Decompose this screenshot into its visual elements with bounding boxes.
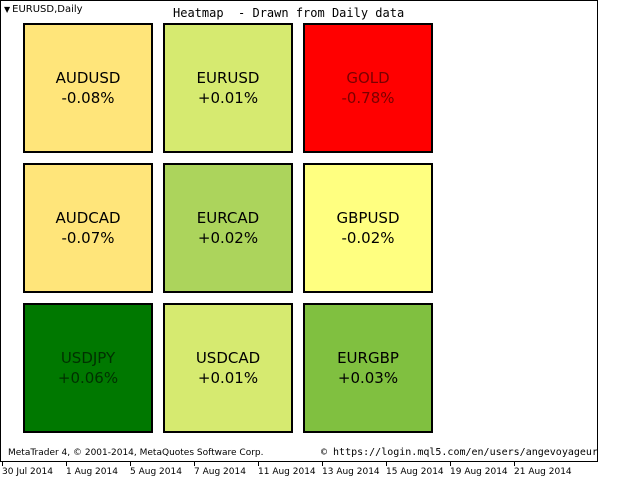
heatmap-tile[interactable]: GBPUSD -0.02% [303, 163, 433, 293]
heatmap-tile[interactable]: USDJPY +0.06% [23, 303, 153, 433]
heatmap-tile[interactable]: EURGBP +0.03% [303, 303, 433, 433]
author-link[interactable]: © https://login.mql5.com/en/users/angevo… [321, 447, 598, 458]
tile-symbol: USDJPY [60, 349, 116, 367]
time-axis-label: 7 Aug 2014 [194, 467, 246, 477]
time-tick [258, 462, 259, 466]
tile-symbol: USDCAD [195, 349, 261, 367]
heatmap-tile[interactable]: EURCAD +0.02% [163, 163, 293, 293]
time-axis-label: 15 Aug 2014 [386, 467, 444, 477]
heatmap-tile[interactable]: AUDUSD -0.08% [23, 23, 153, 153]
tile-change: -0.78% [341, 89, 395, 107]
copyright-text: MetaTrader 4, © 2001-2014, MetaQuotes So… [8, 448, 264, 458]
tile-change: +0.06% [57, 369, 119, 387]
time-axis-label: 1 Aug 2014 [66, 467, 118, 477]
time-axis-label: 19 Aug 2014 [450, 467, 508, 477]
tile-change: +0.01% [197, 89, 259, 107]
symbol-text: EURUSD,Daily [12, 4, 83, 15]
time-tick [2, 462, 3, 466]
chart-window[interactable]: ▼ EURUSD,Daily Heatmap - Drawn from Dail… [0, 0, 598, 462]
tile-symbol: AUDUSD [55, 69, 121, 87]
time-tick [322, 462, 323, 466]
time-axis-label: 30 Jul 2014 [2, 467, 53, 477]
time-axis-label: 21 Aug 2014 [514, 467, 572, 477]
triangle-down-icon: ▼ [4, 5, 11, 14]
tile-symbol: EURCAD [196, 209, 260, 227]
price-axis[interactable] [599, 0, 640, 462]
chart-title: Heatmap - Drawn from Daily data [173, 6, 405, 20]
tile-symbol: EURGBP [337, 349, 399, 367]
time-axis[interactable]: 30 Jul 2014 1 Aug 2014 5 Aug 2014 7 Aug … [0, 462, 640, 480]
heatmap-tile[interactable]: GOLD -0.78% [303, 23, 433, 153]
time-tick [194, 462, 195, 466]
heatmap-tile[interactable]: AUDCAD -0.07% [23, 163, 153, 293]
tile-symbol: GOLD [346, 69, 390, 87]
tile-symbol: EURUSD [196, 69, 260, 87]
time-tick [66, 462, 67, 466]
tile-change: -0.02% [341, 229, 395, 247]
tile-change: -0.08% [61, 89, 115, 107]
heatmap-tile[interactable]: EURUSD +0.01% [163, 23, 293, 153]
time-axis-label: 13 Aug 2014 [322, 467, 380, 477]
heatmap-tile[interactable]: USDCAD +0.01% [163, 303, 293, 433]
time-tick [514, 462, 515, 466]
time-tick [450, 462, 451, 466]
time-axis-label: 5 Aug 2014 [130, 467, 182, 477]
tile-change: +0.03% [337, 369, 399, 387]
time-axis-label: 11 Aug 2014 [258, 467, 316, 477]
tile-change: +0.01% [197, 369, 259, 387]
time-tick [386, 462, 387, 466]
time-tick [130, 462, 131, 466]
tile-symbol: AUDCAD [55, 209, 121, 227]
tile-change: -0.07% [61, 229, 115, 247]
tile-change: +0.02% [197, 229, 259, 247]
symbol-period-label: ▼ EURUSD,Daily [4, 4, 83, 15]
tile-symbol: GBPUSD [336, 209, 400, 227]
